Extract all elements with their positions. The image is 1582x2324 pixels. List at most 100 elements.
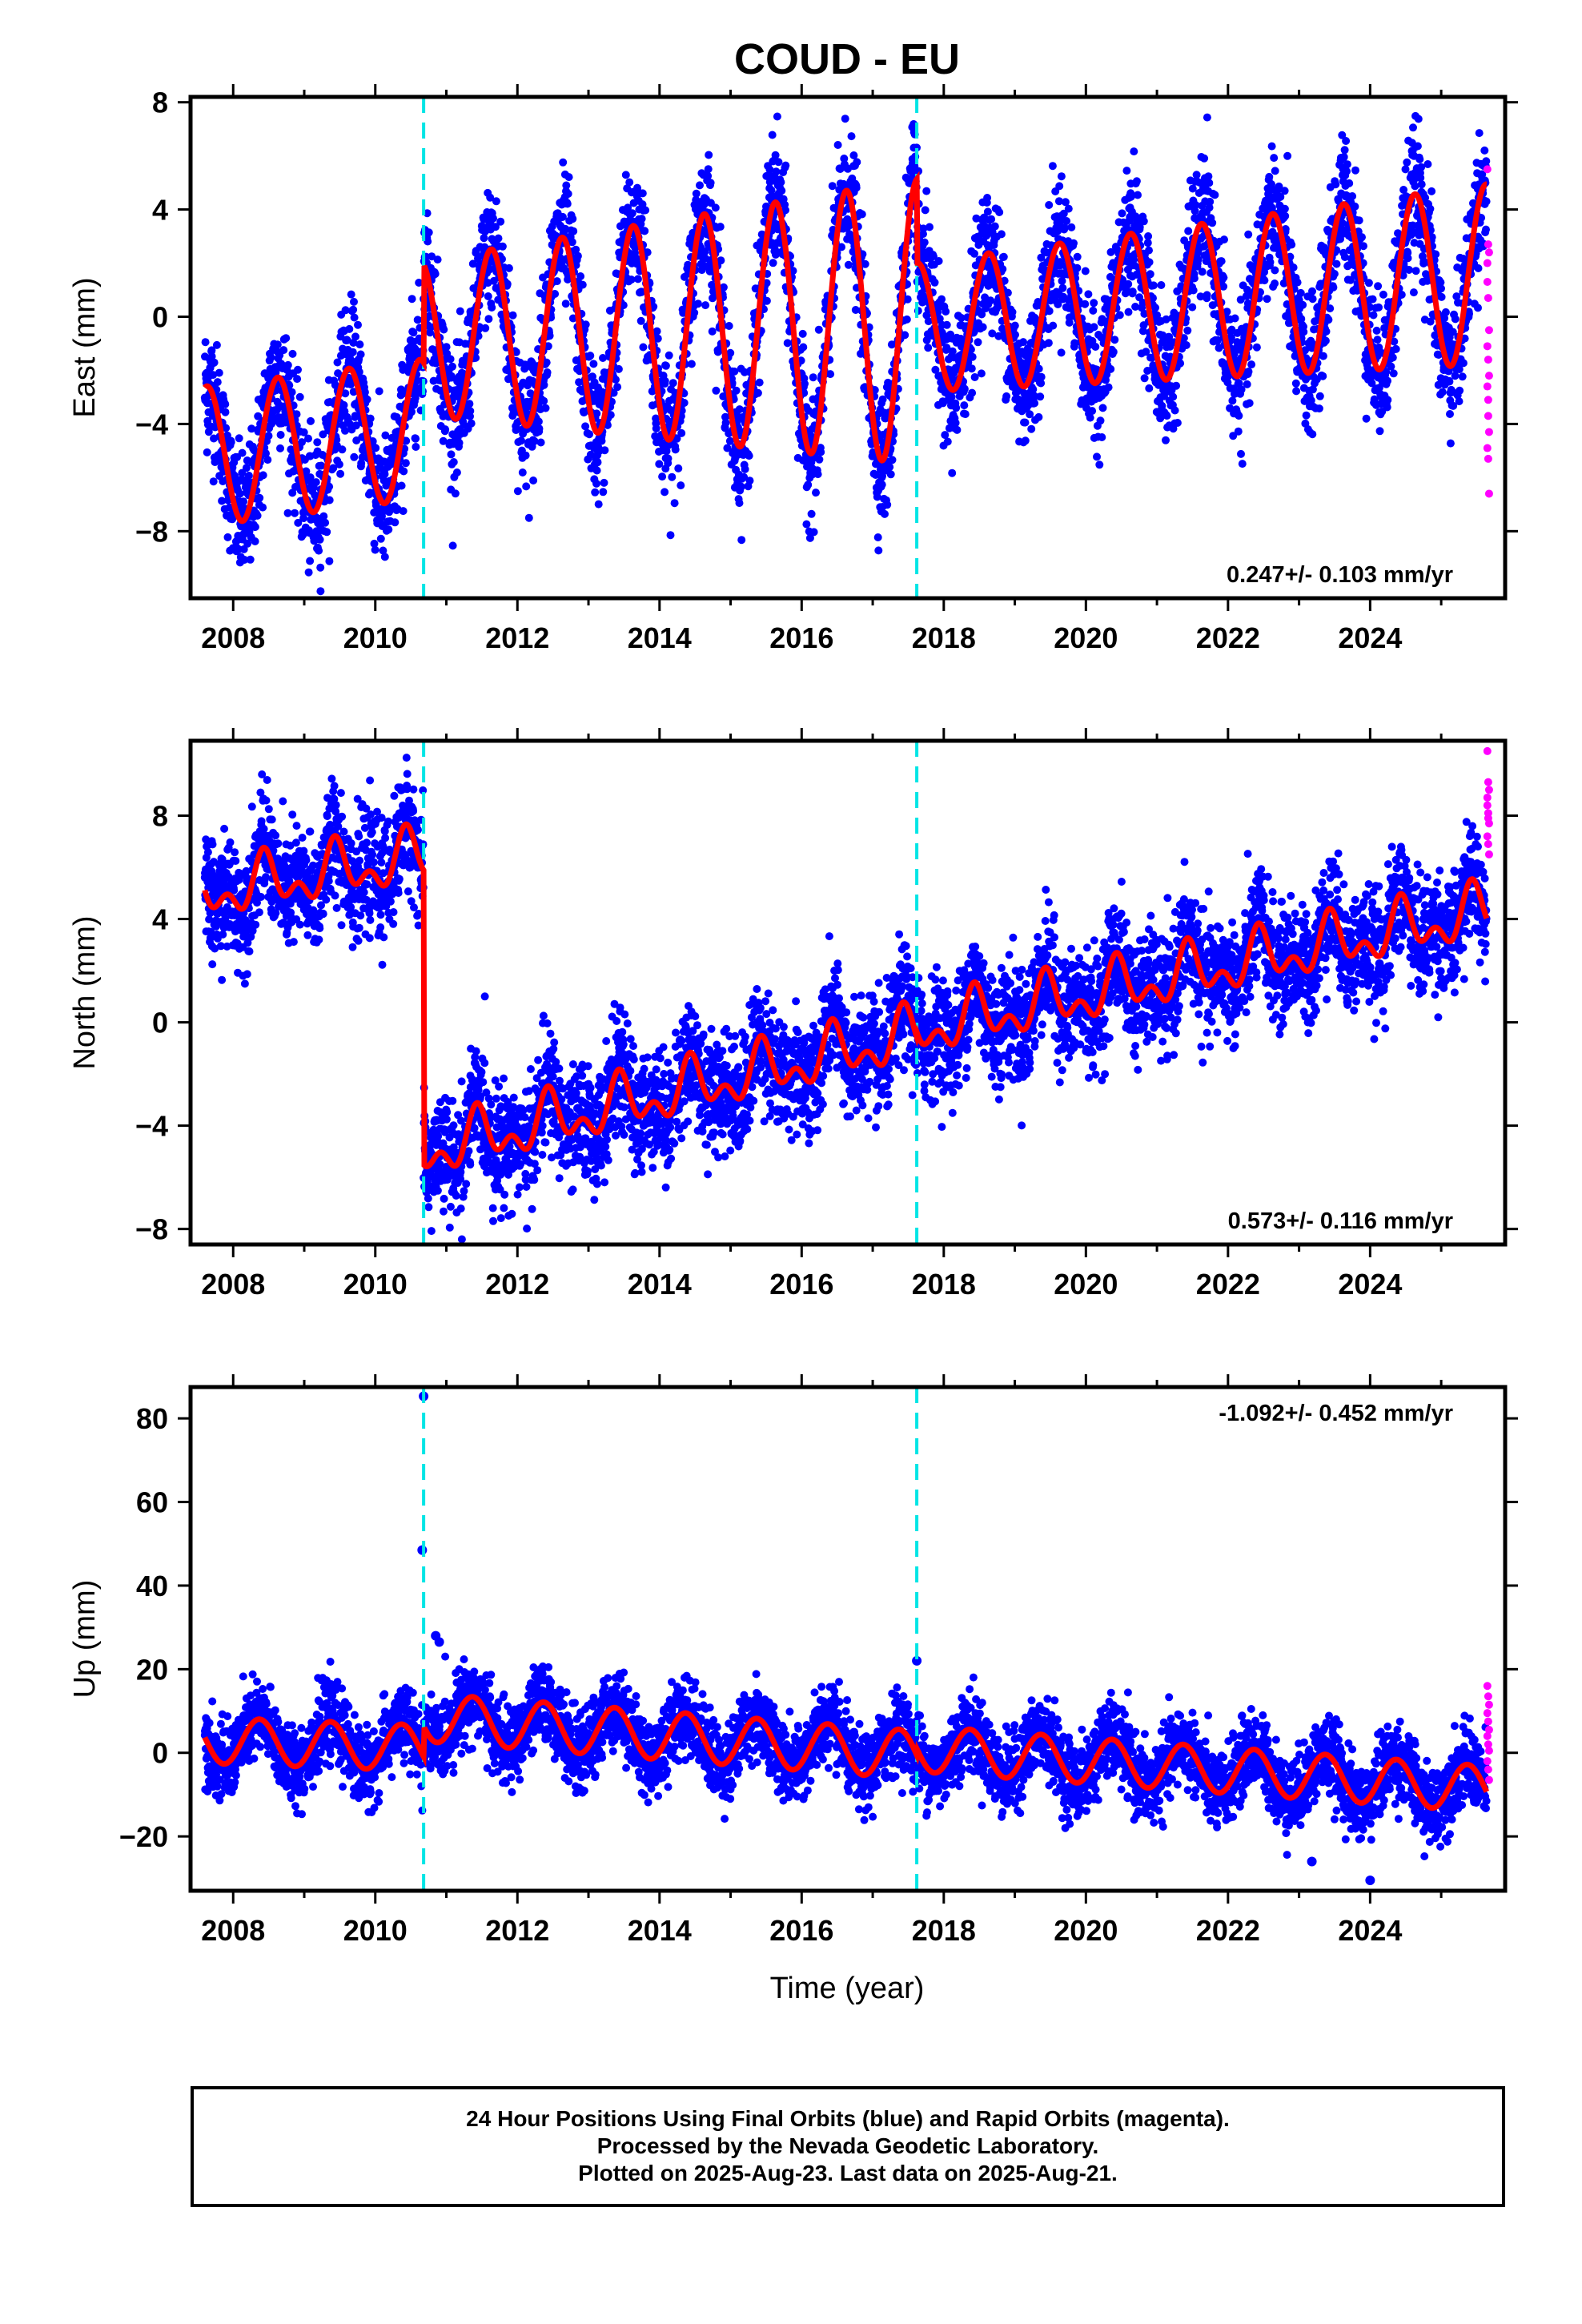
data-point: [1034, 364, 1043, 373]
data-point: [313, 438, 322, 447]
data-point: [242, 464, 251, 472]
data-point: [643, 248, 652, 257]
data-point: [637, 215, 646, 223]
data-point: [1188, 303, 1197, 312]
data-point: [1095, 460, 1104, 469]
data-point: [1260, 276, 1269, 285]
data-point: [826, 370, 835, 379]
data-point: [221, 400, 230, 408]
data-point: [633, 275, 642, 283]
data-point: [814, 325, 823, 334]
data-point: [484, 315, 493, 324]
data-point: [853, 158, 861, 167]
data-point: [1270, 154, 1279, 163]
data-point: [977, 369, 986, 378]
data-point: [246, 555, 255, 564]
data-point: [671, 445, 680, 454]
data-point: [1203, 291, 1211, 300]
data-point: [802, 520, 811, 529]
data-point: [1271, 279, 1279, 287]
data-point: [1145, 246, 1153, 255]
data-point: [873, 533, 882, 541]
data-point: [380, 470, 389, 478]
data-point: [952, 404, 961, 412]
data-point: [1372, 326, 1381, 335]
data-point: [441, 425, 450, 434]
data-point: [960, 401, 969, 410]
data-point: [1351, 166, 1359, 175]
data-point: [817, 448, 825, 456]
data-point: [589, 360, 598, 368]
data-point: [545, 332, 554, 340]
data-point: [773, 112, 781, 121]
data-point: [726, 348, 735, 357]
data-point: [1118, 209, 1126, 218]
data-point: [294, 365, 302, 374]
data-point: [1049, 321, 1058, 330]
data-point: [494, 234, 503, 243]
data-point: [1343, 167, 1351, 175]
data-point: [338, 445, 347, 454]
data-point: [325, 482, 334, 491]
data-point: [551, 290, 560, 298]
data-point: [568, 238, 576, 247]
data-point: [885, 463, 894, 472]
data-point: [1231, 314, 1239, 323]
data-point: [513, 487, 522, 496]
data-point: [576, 272, 585, 280]
data-point: [350, 452, 359, 461]
data-point: [412, 434, 420, 443]
data-point: [721, 418, 730, 427]
data-point: [1205, 179, 1214, 187]
data-point: [1331, 180, 1340, 189]
data-point: [387, 433, 396, 442]
data-point: [486, 193, 495, 202]
data-point: [999, 252, 1008, 261]
data-point: [355, 340, 364, 349]
data-point: [1339, 152, 1348, 161]
data-point: [1263, 295, 1271, 304]
data-point: [440, 325, 448, 334]
data-point: [883, 501, 892, 509]
data-point: [1267, 142, 1276, 151]
data-point: [288, 349, 297, 358]
data-point: [1244, 230, 1253, 239]
data-point: [693, 300, 702, 308]
data-point: [380, 553, 389, 561]
data-point: [1132, 177, 1141, 186]
data-point: [529, 476, 538, 485]
data-point: [253, 511, 262, 520]
data-point: [903, 295, 912, 304]
data-point: [552, 277, 561, 286]
data-point: [1192, 171, 1201, 179]
data-point: [447, 450, 456, 459]
data-point: [1189, 286, 1198, 295]
data-point: [1308, 287, 1316, 296]
data-point: [804, 480, 813, 489]
data-point: [244, 472, 253, 480]
data-point: [1308, 430, 1317, 439]
data-point: [783, 339, 792, 348]
data-point: [350, 297, 358, 306]
data-point: [518, 468, 527, 476]
data-point: [348, 348, 357, 356]
data-point: [599, 488, 608, 497]
data-point: [448, 373, 456, 382]
data-point: [1122, 167, 1131, 175]
data-point: [349, 305, 358, 314]
data-point: [1183, 326, 1192, 335]
data-point: [368, 437, 377, 445]
data-point: [341, 306, 350, 315]
data-point: [687, 360, 696, 368]
data-point: [1342, 137, 1351, 145]
data-point: [288, 489, 297, 497]
data-point: [336, 469, 345, 478]
data-point: [489, 214, 497, 223]
data-point: [1093, 452, 1101, 461]
data-point: [1348, 192, 1357, 200]
data-point: [719, 283, 728, 292]
data-point: [408, 295, 416, 304]
data-point: [456, 307, 464, 316]
data-point: [472, 353, 480, 362]
data-point: [970, 249, 978, 258]
